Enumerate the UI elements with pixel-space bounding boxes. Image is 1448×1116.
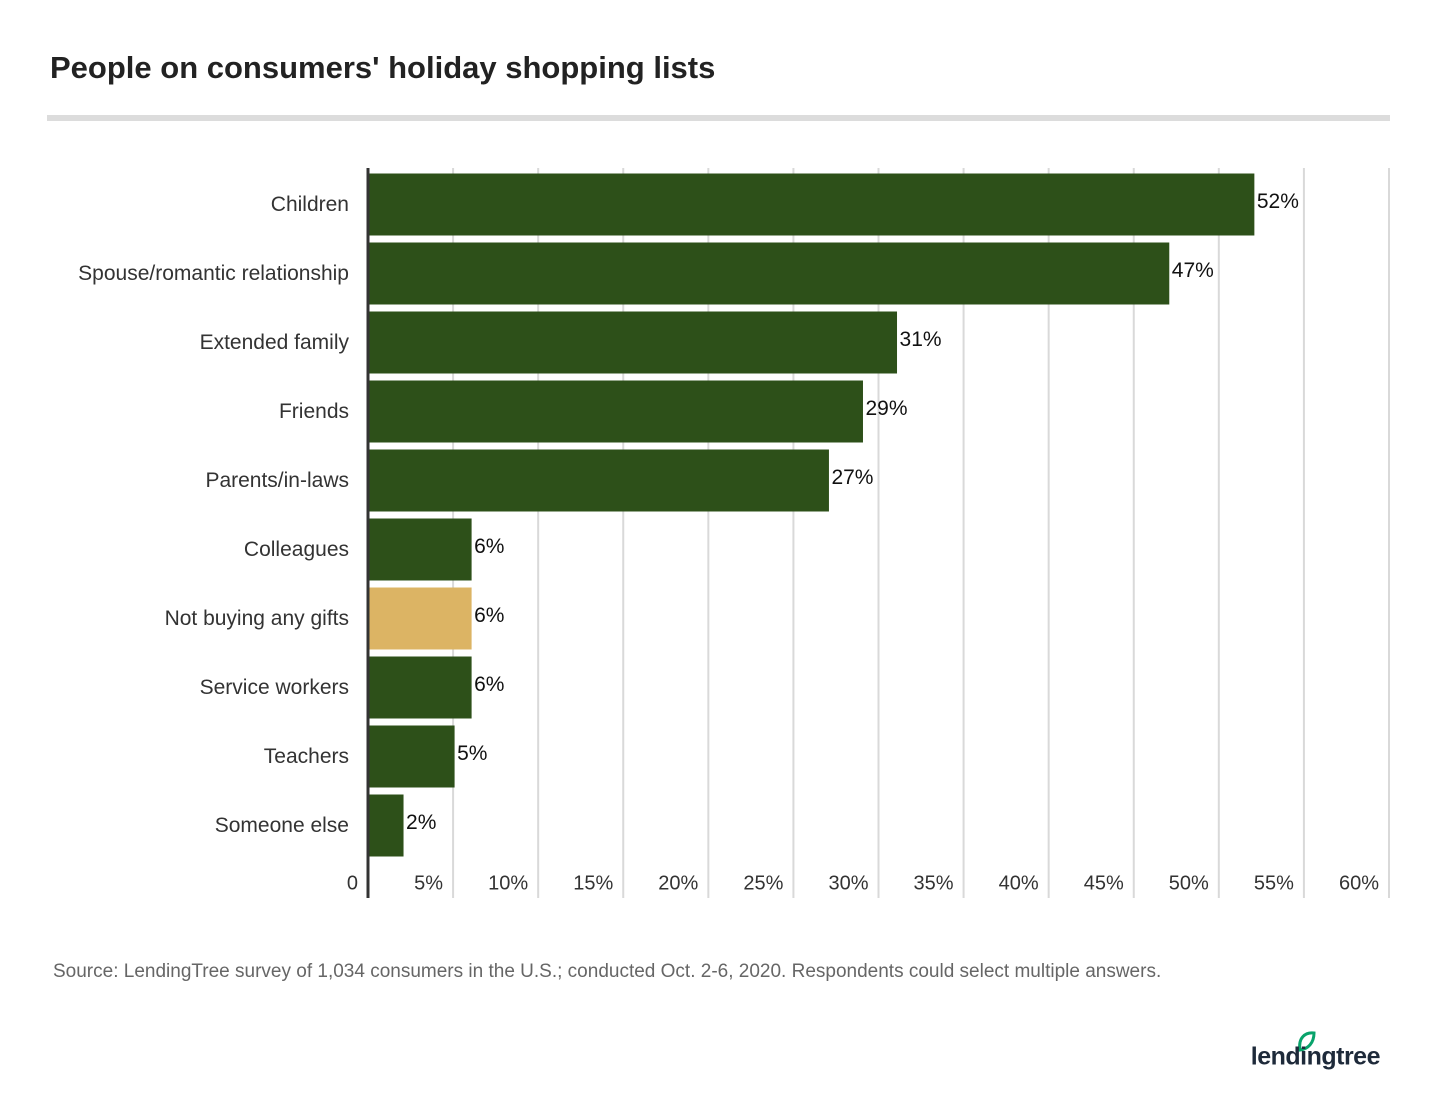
category-label: Someone else <box>215 814 349 837</box>
category-label: Parents/in-laws <box>205 469 349 492</box>
category-label: Colleagues <box>244 538 349 561</box>
logo-leaf <box>1298 1031 1316 1052</box>
logo: lendingtree <box>1251 1031 1381 1071</box>
bar <box>369 380 863 443</box>
category-label: Children <box>271 193 349 216</box>
category-label: Teachers <box>264 745 349 768</box>
value-label: 6% <box>474 673 504 696</box>
chart-title: People on consumers' holiday shopping li… <box>50 50 715 85</box>
x-tick-label: 20% <box>658 872 698 894</box>
value-label: 31% <box>900 328 942 351</box>
x-tick-label: 0 <box>347 872 358 894</box>
value-label: 27% <box>831 466 873 489</box>
value-label: 6% <box>474 535 504 558</box>
bar <box>369 656 472 719</box>
bar <box>369 173 1255 236</box>
category-label: Not buying any gifts <box>165 607 349 630</box>
x-tick-label: 50% <box>1169 872 1209 894</box>
value-label: 29% <box>865 397 907 420</box>
x-tick-label: 15% <box>573 872 613 894</box>
value-label: 2% <box>406 811 436 834</box>
bar <box>369 518 472 581</box>
x-tick-label: 60% <box>1339 872 1379 894</box>
bar <box>369 587 472 650</box>
x-tick-label: 10% <box>488 872 528 894</box>
bar <box>369 725 455 788</box>
logo-text: lendingtree <box>1251 1043 1381 1071</box>
category-label: Extended family <box>200 331 350 354</box>
category-label: Friends <box>279 400 349 423</box>
value-label: 5% <box>457 742 487 765</box>
bar <box>369 311 898 374</box>
x-tick-label: 45% <box>1084 872 1124 894</box>
x-tick-label: 35% <box>914 872 954 894</box>
category-label: Spouse/romantic relationship <box>78 262 349 285</box>
x-tick-label: 25% <box>743 872 783 894</box>
value-label: 52% <box>1257 190 1299 213</box>
title-rule <box>47 115 1390 121</box>
bars: Children 52% Spouse/romantic relationship 4… <box>78 173 1299 857</box>
x-tick-label: 30% <box>828 872 868 894</box>
value-label: 47% <box>1172 259 1214 282</box>
bar <box>369 449 829 512</box>
bar <box>369 242 1170 305</box>
x-tick-label: 40% <box>999 872 1039 894</box>
source-note: Source: LendingTree survey of 1,034 cons… <box>53 961 1161 982</box>
x-tick-label: 55% <box>1254 872 1294 894</box>
bar <box>369 794 404 857</box>
category-label: Service workers <box>200 676 349 699</box>
x-tick-label: 5% <box>414 872 443 894</box>
value-label: 6% <box>474 604 504 627</box>
